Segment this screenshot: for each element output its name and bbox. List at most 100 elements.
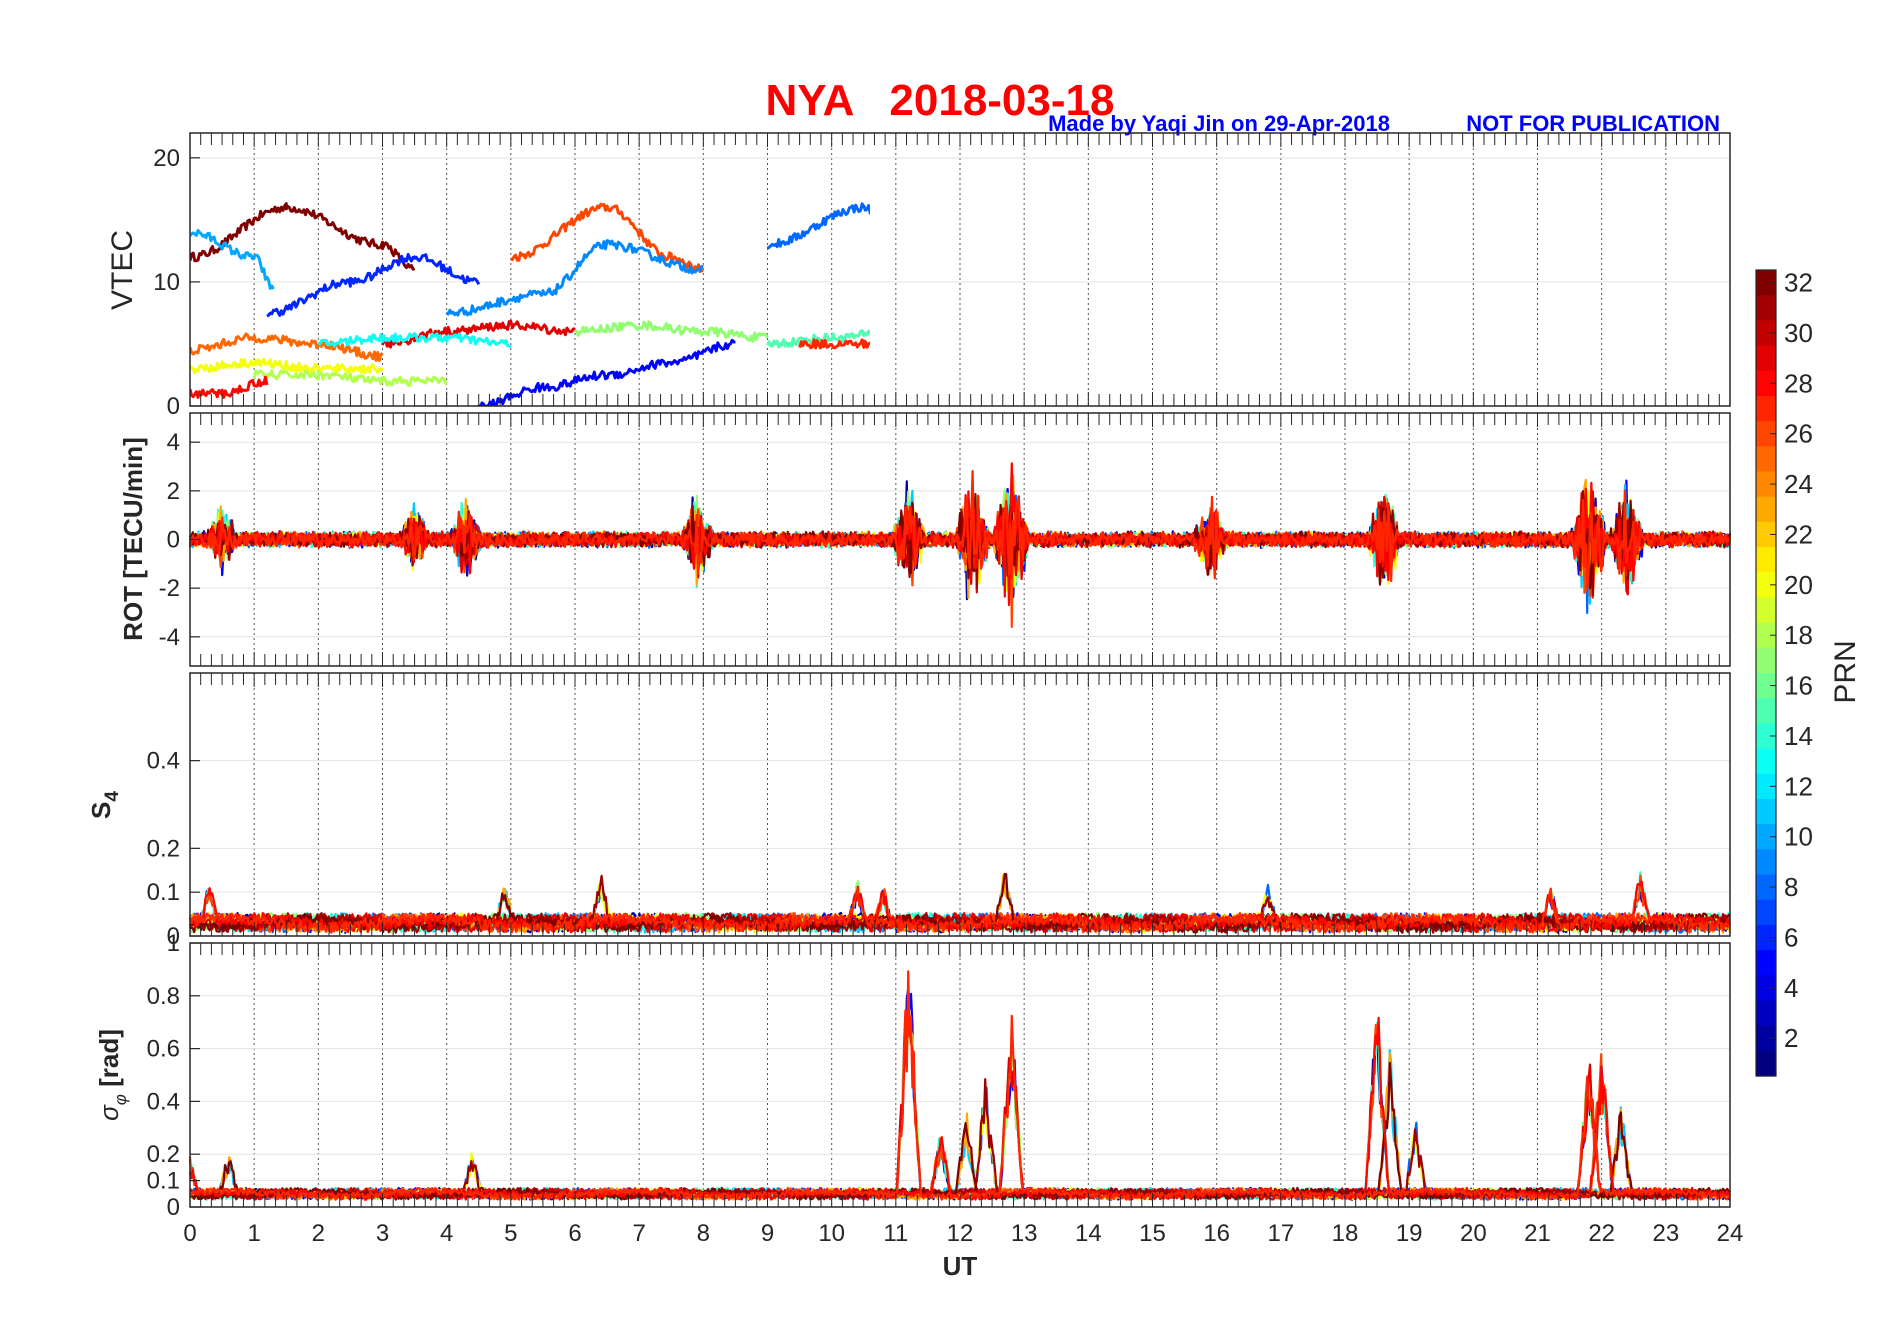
colorbar-tick-label: 22: [1784, 519, 1813, 549]
vtec-ticks: 0 10 20: [153, 133, 1731, 420]
x-tick-label: 7: [632, 1220, 645, 1247]
colorbar-swatch: [1756, 496, 1776, 523]
chart-title: NYA 2018-03-18: [766, 76, 1115, 125]
colorbar-swatch: [1756, 1050, 1776, 1077]
vtec-panel: 0 10 20 VTEC: [106, 132, 1731, 420]
vtec-series-prn-24: [1294, 173, 1461, 249]
y-tick-label: -4: [159, 624, 180, 651]
colorbar-tick-label: 16: [1784, 671, 1813, 701]
credit-text: Made by Yaqi Jin on 29-Apr-2018: [1048, 111, 1390, 136]
colorbar-swatch: [1756, 622, 1776, 649]
y-tick-label: 0.1: [147, 1168, 180, 1195]
colorbar-swatch: [1756, 874, 1776, 901]
y-tick-label: 10: [153, 269, 180, 296]
vtec-series-prn-2: [1204, 352, 1294, 366]
sigma-phi-panel: 00.10.20.40.60.810 1 2 3 4 5 6 7 8 9 10 11 12 13 14 15 1…: [94, 930, 1743, 1281]
y-tick-label: 0: [167, 393, 180, 420]
colorbar-tick-label: 20: [1784, 570, 1813, 600]
sigma-phi-series-prn-23: [189, 1052, 1731, 1201]
y-tick-label: 1: [167, 930, 180, 957]
colorbar-tick-label: 6: [1784, 922, 1798, 952]
x-tick-label: 5: [504, 1220, 517, 1247]
colorbar-swatch: [1756, 924, 1776, 951]
rot-ticks: -4 -2 0 2 4: [159, 413, 1731, 666]
colorbar-swatch: [1756, 1000, 1776, 1027]
colorbar-swatch: [1756, 572, 1776, 599]
vtec-series: [190, 173, 1730, 406]
colorbar-tick-label: 32: [1784, 268, 1813, 298]
colorbar-tick-label: 26: [1784, 419, 1813, 449]
y-tick-label: 0.1: [147, 879, 180, 906]
x-tick-label: 3: [376, 1220, 389, 1247]
colorbar-swatch: [1756, 547, 1776, 573]
vtec-series-prn-3: [1281, 358, 1409, 385]
colorbar-swatch: [1756, 824, 1776, 850]
colorbar-tick-label: 4: [1784, 973, 1798, 1003]
colorbar-tick-label: 18: [1784, 620, 1813, 650]
colorbar-tick-label: 12: [1784, 771, 1813, 801]
vtec-series-prn-9: [445, 239, 704, 317]
colorbar-swatch: [1756, 698, 1776, 724]
y-tick-label: -2: [159, 575, 180, 602]
colorbar-swatch: [1756, 798, 1776, 825]
x-tick-label: 11: [883, 1220, 908, 1247]
colorbar-swatch: [1756, 597, 1776, 624]
colorbar-swatch: [1756, 647, 1776, 674]
colorbar-swatch: [1756, 320, 1776, 347]
vtec-series-prn-28: [190, 375, 269, 399]
s4-grid: [190, 673, 1730, 936]
x-tick-label: 20: [1460, 1220, 1487, 1247]
vtec-series-prn-27: [1634, 353, 1730, 385]
x-tick-label: 10: [818, 1220, 845, 1247]
vtec-series-prn-14: [1473, 327, 1666, 360]
colorbar-tick-label: 8: [1784, 872, 1798, 902]
x-tick-label: 13: [1011, 1220, 1038, 1247]
vtec-series-prn-16: [960, 292, 1204, 335]
colorbar-swatch: [1756, 950, 1776, 976]
y-tick-label: 20: [153, 145, 180, 172]
y-tick-label: 2: [167, 478, 180, 505]
y-tick-label: 0.2: [147, 1141, 180, 1168]
rot-series-prn-28: [188, 462, 1731, 607]
colorbar-swatch: [1756, 773, 1776, 800]
colorbar-swatch: [1756, 421, 1776, 447]
x-tick-label: 22: [1588, 1220, 1615, 1247]
y-tick-label: 0.6: [147, 1036, 180, 1063]
s4-ylabel: S4: [86, 791, 123, 819]
x-tick-label: 1: [247, 1220, 260, 1247]
notice-text: NOT FOR PUBLICATION: [1466, 111, 1720, 136]
vtec-series-prn-10: [190, 229, 275, 290]
sigma-phi-ticks: 00.10.20.40.60.810 1 2 3 4 5 6 7 8 9 10 11 12 13 14 15 1…: [147, 930, 1744, 1247]
y-tick-label: 0.2: [147, 835, 180, 862]
colorbar-tick-label: 28: [1784, 368, 1813, 398]
colorbar-swatch: [1756, 673, 1776, 699]
colorbar-swatch: [1756, 270, 1776, 296]
sigma-phi-grid: [190, 943, 1730, 1207]
vtec-series-prn-30: [1217, 304, 1377, 334]
colorbar-swatch: [1756, 899, 1776, 926]
colorbar-tick-label: 2: [1784, 1023, 1798, 1053]
x-tick-label: 16: [1203, 1220, 1230, 1247]
rot-series-prn-27: [188, 470, 1732, 589]
x-tick-label: 4: [440, 1220, 453, 1247]
x-tick-label: 17: [1267, 1220, 1294, 1247]
colorbar-swatch: [1756, 975, 1776, 1002]
vtec-series-prn-8: [766, 202, 870, 250]
y-tick-label: 0: [167, 923, 180, 950]
sigma-phi-ylabel: σφ [rad]: [94, 1029, 130, 1121]
rot-panel: -4 -2 0 2 4 ROT [TECU/min]: [118, 412, 1732, 667]
y-tick-label: 0.4: [147, 748, 180, 775]
colorbar-swatch: [1756, 471, 1776, 498]
y-tick-label: 0: [167, 1194, 180, 1221]
y-tick-label: 4: [167, 429, 180, 456]
vtec-series-prn-17: [574, 320, 769, 343]
x-tick-label: 6: [568, 1220, 581, 1247]
vtec-series-prn-15: [766, 329, 870, 349]
x-tick-label: 8: [697, 1220, 710, 1247]
colorbar-swatch: [1756, 723, 1776, 750]
rot-series: [188, 462, 1732, 628]
colorbar-tick-label: 30: [1784, 318, 1813, 348]
vtec-series-prn-20: [190, 357, 384, 375]
